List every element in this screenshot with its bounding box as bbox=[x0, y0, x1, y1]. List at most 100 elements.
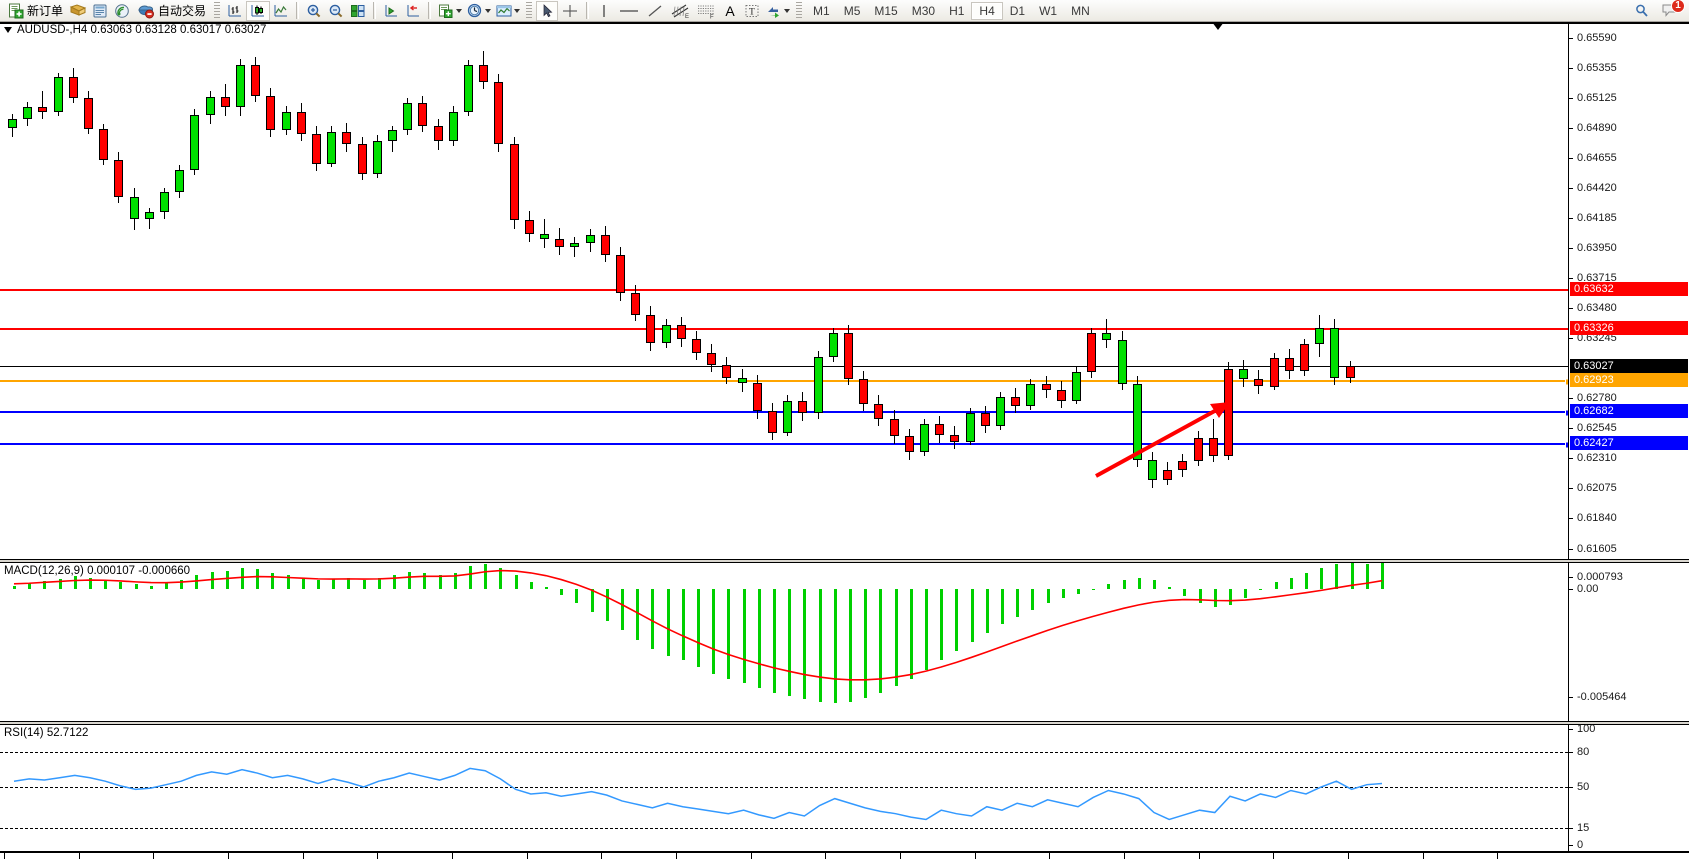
macd-plot[interactable] bbox=[0, 563, 1568, 721]
text-icon: A bbox=[725, 2, 735, 19]
candle-body bbox=[129, 196, 139, 219]
timeframe-m15[interactable]: M15 bbox=[874, 3, 898, 18]
price-axis[interactable]: 0.65590 0.65355 0.65125 0.64890 0.64655 0.644… bbox=[1568, 24, 1689, 559]
price-level-chip-resistance[interactable]: 0.63326 bbox=[1570, 321, 1688, 336]
timeframe-m1[interactable]: M1 bbox=[813, 3, 830, 18]
cursor-button[interactable] bbox=[536, 0, 559, 21]
chevron-down-icon[interactable] bbox=[514, 8, 521, 13]
price-level-chip-resistance[interactable]: 0.63632 bbox=[1570, 281, 1688, 296]
text-label-button[interactable]: T bbox=[741, 1, 763, 21]
horizontal-line-button[interactable] bbox=[615, 1, 643, 21]
macd-pane[interactable]: 0.000793 0.00 -0.005464 MACD(12,26,9) 0.00… bbox=[0, 562, 1689, 722]
line-chart-button[interactable] bbox=[270, 1, 292, 21]
candlestick-chart-button[interactable] bbox=[246, 0, 271, 21]
timeframe-d1[interactable]: D1 bbox=[1009, 3, 1026, 18]
chevron-down-icon[interactable] bbox=[485, 8, 492, 13]
pane-separator-1[interactable] bbox=[0, 560, 1689, 563]
search-button[interactable] bbox=[1631, 1, 1653, 21]
candle-body bbox=[1087, 332, 1097, 373]
trend-arrow-annotation[interactable] bbox=[0, 24, 1568, 559]
macd-histogram-bar bbox=[1001, 589, 1004, 624]
price-level-line-resistance[interactable] bbox=[0, 288, 1568, 291]
toolbar-grip-1[interactable] bbox=[214, 2, 221, 19]
templates-button[interactable] bbox=[493, 1, 522, 21]
chevron-down-icon[interactable] bbox=[456, 8, 463, 13]
price-plot[interactable] bbox=[0, 24, 1568, 559]
rsi-pane[interactable]: 100 80 50 15 0 RSI(14) 52.7122 bbox=[0, 723, 1689, 852]
chevron-down-icon[interactable] bbox=[784, 8, 791, 13]
main-toolbar: 新订单 bbox=[0, 0, 1689, 22]
timeframe-m30[interactable]: M30 bbox=[911, 3, 936, 18]
chart-shift-button[interactable] bbox=[402, 1, 424, 21]
arrows-button[interactable] bbox=[763, 1, 792, 21]
expert-advisors-button[interactable] bbox=[67, 1, 89, 21]
data-window-button[interactable] bbox=[89, 1, 111, 21]
rsi-axis-tick: 80 bbox=[1569, 746, 1589, 758]
price-level-chip-current-price[interactable]: 0.63027 bbox=[1570, 359, 1688, 374]
bar-chart-button[interactable] bbox=[224, 1, 246, 21]
price-level-chip-support[interactable]: 0.62427 bbox=[1570, 436, 1688, 451]
new-order-button[interactable]: 新订单 bbox=[4, 1, 67, 21]
price-level-line-order-level[interactable] bbox=[0, 378, 1568, 386]
candle-body bbox=[403, 103, 413, 131]
trendline-button[interactable] bbox=[643, 1, 667, 21]
price-level-line-current-price[interactable] bbox=[0, 366, 1568, 368]
candle-body bbox=[828, 332, 838, 358]
horizontal-line-icon bbox=[620, 9, 639, 12]
time-axis[interactable]: 29 Sep 202230 Sep 04:002 Oct 23:003 Oct … bbox=[0, 852, 1689, 859]
price-level-handle[interactable] bbox=[1565, 441, 1568, 449]
clock-icon bbox=[467, 3, 482, 17]
timeframe-m5[interactable]: M5 bbox=[843, 3, 861, 18]
timeframe-h4[interactable]: H4 bbox=[971, 1, 1003, 20]
toolbar-grip-2[interactable] bbox=[526, 2, 533, 19]
timeframe-w1[interactable]: W1 bbox=[1039, 3, 1058, 18]
macd-histogram-bar bbox=[301, 577, 305, 589]
candle-body bbox=[692, 339, 701, 354]
price-level-line-support[interactable] bbox=[0, 441, 1568, 449]
rsi-plot[interactable] bbox=[0, 725, 1568, 851]
auto-scroll-button[interactable] bbox=[380, 1, 402, 21]
crosshair-button[interactable] bbox=[558, 1, 582, 21]
candle-body bbox=[904, 436, 914, 452]
macd-histogram-bar bbox=[195, 575, 199, 589]
price-level-handle[interactable] bbox=[1565, 378, 1568, 386]
chart-area[interactable]: 0.65590 0.65355 0.65125 0.64890 0.64655 0.644… bbox=[0, 22, 1689, 859]
tile-windows-button[interactable] bbox=[347, 1, 369, 21]
price-level-handle[interactable] bbox=[1565, 409, 1568, 417]
price-axis-tick: 0.65590 bbox=[1569, 32, 1617, 44]
equidistant-channel-button[interactable]: E bbox=[667, 1, 693, 21]
timeframe-h1[interactable]: H1 bbox=[949, 3, 965, 18]
price-axis-tick: 0.61605 bbox=[1569, 543, 1617, 555]
candle-body bbox=[661, 325, 671, 343]
text-button[interactable]: A bbox=[719, 1, 741, 21]
notifications-button[interactable]: 1 bbox=[1659, 0, 1685, 21]
candle-body bbox=[935, 423, 945, 436]
vertical-line-button[interactable] bbox=[593, 1, 615, 21]
vertical-line-icon bbox=[603, 4, 605, 17]
zoom-out-button[interactable] bbox=[325, 1, 347, 21]
fibonacci-icon: F bbox=[698, 5, 715, 19]
price-level-chip-support[interactable]: 0.62682 bbox=[1570, 403, 1688, 418]
indicators-button[interactable] bbox=[435, 1, 464, 21]
price-level-chip-order-level[interactable]: 0.62923 bbox=[1570, 372, 1688, 387]
pane-separator-2[interactable] bbox=[0, 722, 1689, 724]
periods-button[interactable] bbox=[464, 1, 493, 21]
price-axis-tick: 0.63245 bbox=[1569, 332, 1617, 344]
zoom-in-button[interactable] bbox=[303, 1, 325, 21]
auto-trading-button[interactable]: 自动交易 bbox=[133, 1, 210, 21]
timeframe-mn[interactable]: MN bbox=[1071, 3, 1090, 18]
macd-histogram-bar bbox=[149, 585, 153, 589]
candle-body bbox=[251, 64, 261, 96]
signals-button[interactable] bbox=[111, 1, 133, 21]
chart-menu-triangle-icon[interactable] bbox=[4, 27, 12, 33]
macd-histogram-bar bbox=[849, 589, 852, 702]
macd-histogram-bar bbox=[438, 575, 442, 589]
price-pane[interactable]: 0.65590 0.65355 0.65125 0.64890 0.64655 0.644… bbox=[0, 22, 1689, 560]
toolbar-grip-3[interactable] bbox=[796, 2, 803, 19]
toolbar-separator-4 bbox=[586, 2, 590, 19]
fibonacci-button[interactable]: F bbox=[693, 1, 719, 21]
rsi-level-line bbox=[0, 827, 1568, 829]
macd-histogram-bar bbox=[925, 589, 928, 670]
price-level-line-resistance[interactable] bbox=[0, 328, 1568, 331]
candle-body bbox=[980, 413, 990, 427]
